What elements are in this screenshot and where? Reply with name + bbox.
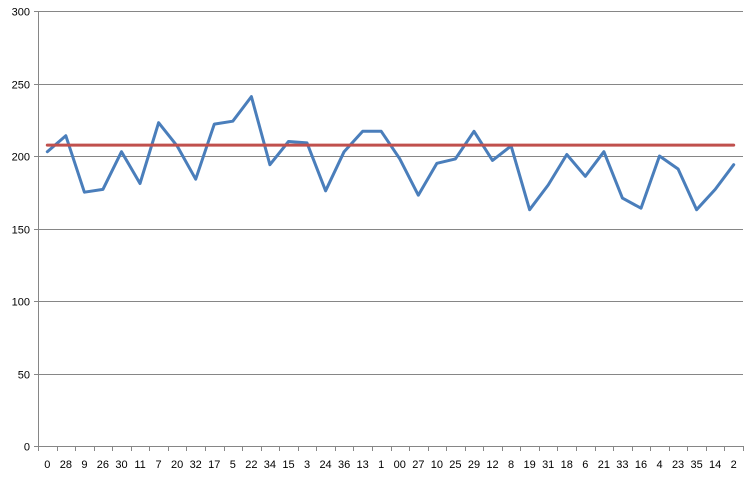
gridlines <box>34 11 744 451</box>
x-tick-label: 29 <box>468 459 480 471</box>
x-tick-label: 17 <box>208 459 220 471</box>
x-tick-label: 21 <box>598 459 610 471</box>
series-lines <box>47 96 734 209</box>
y-tick-label: 0 <box>24 442 30 454</box>
x-tick-label: 15 <box>282 459 294 471</box>
x-tick-label: 7 <box>156 459 162 471</box>
x-tick-label: 18 <box>561 459 573 471</box>
x-tick-label: 31 <box>542 459 554 471</box>
x-tick-label: 10 <box>431 459 443 471</box>
x-tick-label: 1 <box>378 459 384 471</box>
x-tick-label: 5 <box>230 459 236 471</box>
y-tick-label: 300 <box>12 7 30 19</box>
x-tick-label: 32 <box>190 459 202 471</box>
x-tick-label: 16 <box>635 459 647 471</box>
x-tick-label: 2 <box>731 459 737 471</box>
y-tick-label: 150 <box>12 225 30 237</box>
x-tick-label: 8 <box>508 459 514 471</box>
x-tick-label: 36 <box>338 459 350 471</box>
x-tick-label: 9 <box>81 459 87 471</box>
x-tick-label: 34 <box>264 459 276 471</box>
x-tick-label: 23 <box>672 459 684 471</box>
y-tick-label: 250 <box>12 80 30 92</box>
y-axis-ticks: 0 50 100 150 200 250 300 <box>12 7 30 454</box>
x-tick-label: 35 <box>690 459 702 471</box>
x-tick-label: 6 <box>582 459 588 471</box>
x-tick-label: 0 <box>44 459 50 471</box>
x-tick-label: 19 <box>524 459 536 471</box>
y-tick-label: 100 <box>12 297 30 309</box>
x-tick-label: 14 <box>709 459 721 471</box>
x-tick-label: 00 <box>394 459 406 471</box>
x-tick-label: 13 <box>357 459 369 471</box>
y-tick-label: 200 <box>12 152 30 164</box>
x-tick-label: 20 <box>171 459 183 471</box>
x-tick-label: 28 <box>60 459 72 471</box>
x-tick-label: 4 <box>656 459 662 471</box>
x-tick-label: 25 <box>449 459 461 471</box>
y-tick-label: 50 <box>18 370 30 382</box>
x-tick-label: 24 <box>319 459 331 471</box>
x-tick-label: 26 <box>97 459 109 471</box>
x-tick-label: 22 <box>245 459 257 471</box>
x-tick-label: 11 <box>134 459 145 471</box>
x-tick-label: 12 <box>486 459 498 471</box>
x-tick-label: 27 <box>412 459 424 471</box>
x-tick-label: 30 <box>115 459 127 471</box>
data-series-line <box>47 97 733 210</box>
x-tick-label: 33 <box>616 459 628 471</box>
x-tick-label: 3 <box>304 459 310 471</box>
